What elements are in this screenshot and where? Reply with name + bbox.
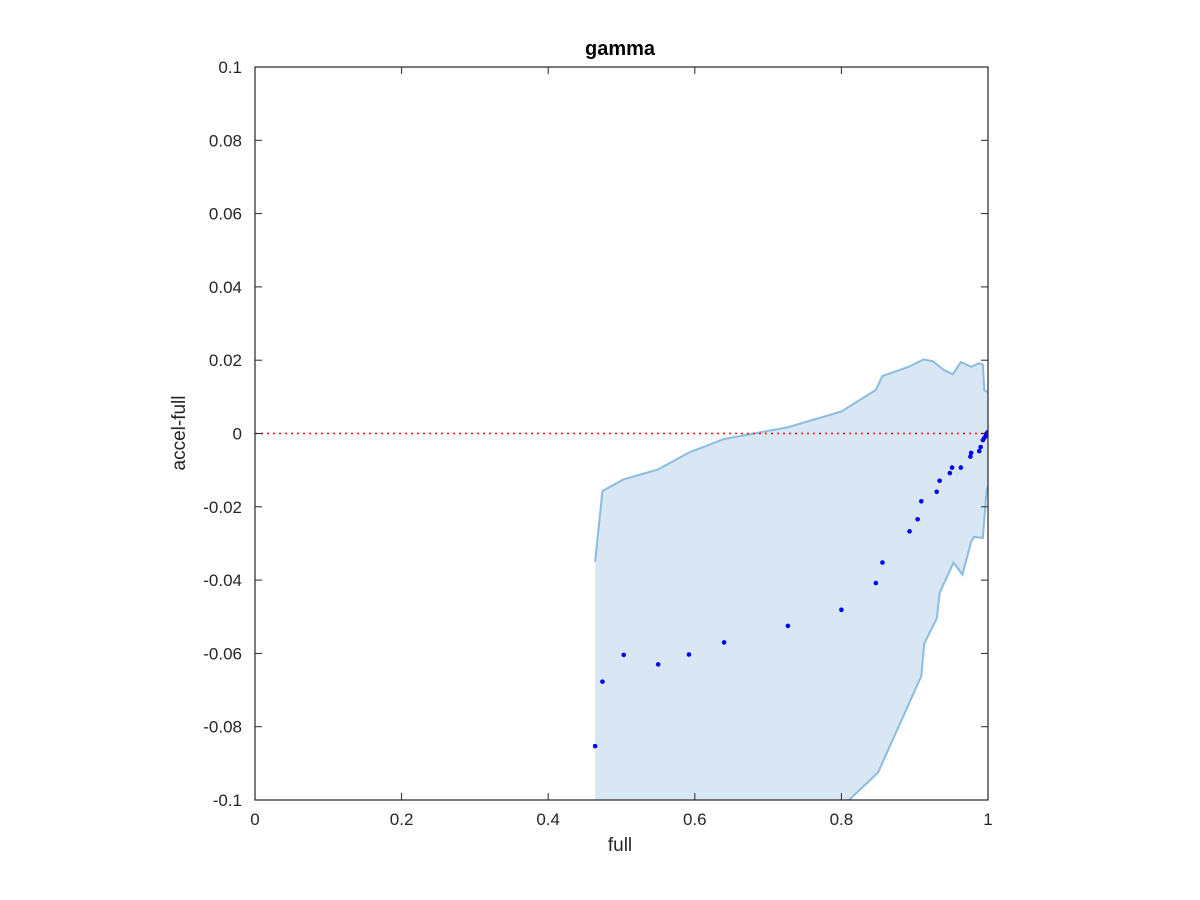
y-tick-label: -0.08 <box>203 718 242 737</box>
data-point <box>721 640 727 645</box>
x-tick-label: 0.4 <box>536 810 560 829</box>
data-point <box>937 478 942 484</box>
data-point <box>978 444 983 450</box>
data-point <box>873 580 879 586</box>
chart-title: gamma <box>585 38 656 60</box>
data-point <box>915 516 920 522</box>
y-tick-label: 0.06 <box>209 205 242 224</box>
data-point <box>592 743 598 749</box>
y-tick-label: -0.02 <box>203 498 242 517</box>
data-point <box>934 489 939 495</box>
y-tick-label: -0.04 <box>203 571 242 590</box>
x-tick-label: 0.8 <box>830 810 854 829</box>
band-lower-edge <box>847 485 988 800</box>
x-tick-label: 1 <box>983 810 992 829</box>
data-point <box>880 560 885 565</box>
y-tick-label: 0.02 <box>209 351 242 370</box>
y-axis-label: accel-full <box>169 396 190 471</box>
data-point <box>907 529 912 534</box>
data-point <box>785 623 791 629</box>
x-tick-label: 0 <box>250 810 259 829</box>
data-point <box>621 652 626 658</box>
y-tick-label: 0 <box>233 425 242 444</box>
y-tick-label: -0.06 <box>203 644 242 663</box>
data-point <box>976 448 982 454</box>
x-tick-label: 0.2 <box>390 810 414 829</box>
y-tick-label: -0.1 <box>213 791 242 810</box>
data-point <box>918 499 924 504</box>
x-axis-label: full <box>608 835 632 856</box>
data-point <box>686 652 692 657</box>
data-point <box>958 465 964 470</box>
confidence-band <box>594 358 988 800</box>
data-point <box>968 454 973 459</box>
axis-ticks: 0 0.2 0.4 0.6 0.8 1 0.1 0.08 0.06 0.04 0.02 0 -0.02 -… <box>203 58 992 829</box>
y-tick-label: 0.04 <box>209 278 242 297</box>
data-points <box>592 429 988 749</box>
data-point <box>947 470 953 476</box>
y-tick-label: 0.08 <box>209 131 242 150</box>
band-fill <box>595 359 988 800</box>
data-point <box>655 662 661 667</box>
data-point <box>839 607 844 613</box>
x-tick-label: 0.6 <box>683 810 707 829</box>
data-point <box>600 679 605 684</box>
data-point <box>968 450 974 456</box>
data-point <box>949 465 955 470</box>
y-tick-label: 0.1 <box>218 58 242 77</box>
band-upper-edge <box>594 358 988 562</box>
